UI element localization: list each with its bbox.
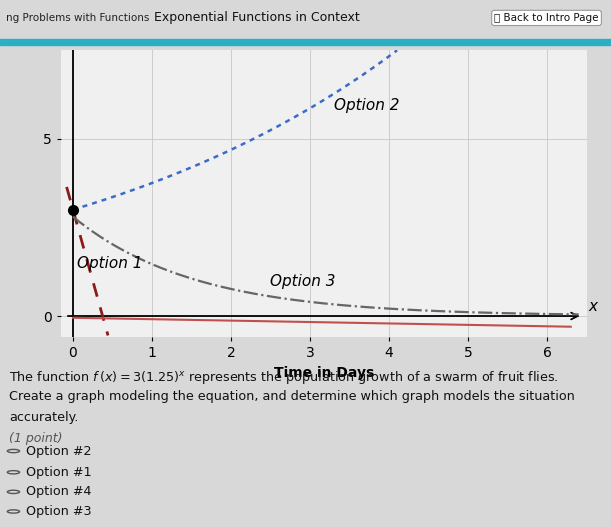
Text: Option #4: Option #4	[26, 485, 91, 499]
Text: (1 point): (1 point)	[9, 432, 63, 445]
Text: accurately.: accurately.	[9, 411, 79, 424]
Text: The function $f\,(x) = 3(1.25)^{x}$ represents the population growth of a swarm : The function $f\,(x) = 3(1.25)^{x}$ repr…	[9, 368, 558, 386]
Text: Create a graph modeling the equation, and determine which graph models the situa: Create a graph modeling the equation, an…	[9, 390, 575, 403]
Text: Exponential Functions in Context: Exponential Functions in Context	[154, 12, 359, 24]
X-axis label: Time in Days: Time in Days	[274, 366, 374, 380]
Text: Option 2: Option 2	[334, 99, 399, 113]
Text: Option #2: Option #2	[26, 445, 91, 457]
Text: Option 3: Option 3	[271, 274, 336, 289]
Text: ⧉ Back to Intro Page: ⧉ Back to Intro Page	[494, 13, 599, 23]
Text: ng Problems with Functions: ng Problems with Functions	[6, 13, 150, 23]
Text: Option #3: Option #3	[26, 505, 91, 518]
Text: $x$: $x$	[588, 299, 599, 314]
Text: Option 1: Option 1	[77, 256, 142, 271]
Text: Option #1: Option #1	[26, 466, 91, 479]
Bar	[0, 40, 611, 45]
